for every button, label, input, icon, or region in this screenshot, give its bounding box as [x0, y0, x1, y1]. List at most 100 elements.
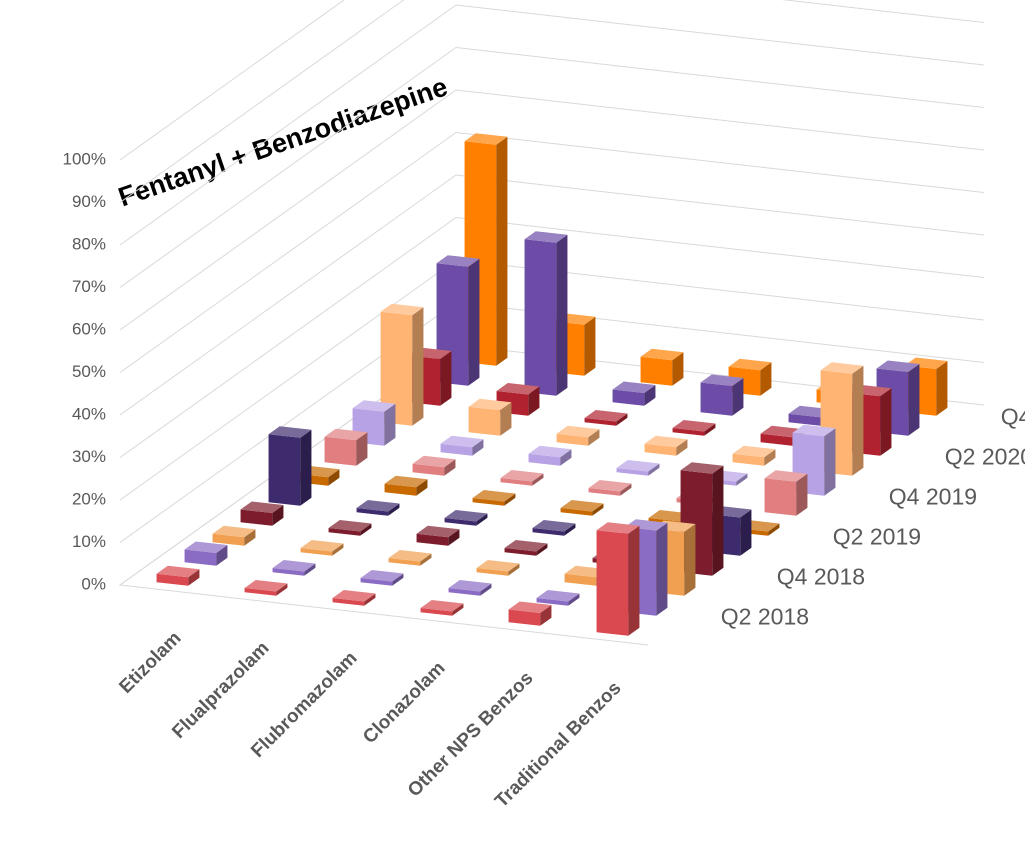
bar-front — [584, 417, 617, 426]
bar-side — [504, 493, 516, 506]
bar-top — [472, 489, 516, 502]
bar-front — [212, 533, 245, 546]
bar-top — [500, 469, 544, 482]
bar-front — [504, 547, 537, 556]
bar — [644, 435, 688, 456]
bar-front — [444, 517, 477, 526]
bar-side — [360, 523, 372, 536]
bar-top — [584, 409, 628, 422]
bar-side — [568, 593, 580, 606]
bar-top — [332, 589, 376, 602]
bar — [640, 348, 684, 386]
bar-top — [444, 509, 488, 522]
bar-front — [272, 567, 305, 576]
bar-side — [620, 483, 632, 496]
bar-top — [272, 559, 316, 572]
bar-top — [448, 579, 492, 592]
bar — [332, 589, 376, 606]
bar-front — [472, 497, 505, 506]
y-tick-label: 10% — [72, 532, 106, 551]
bar-front — [244, 587, 277, 596]
bar-side — [384, 403, 396, 446]
bar-side — [584, 316, 596, 376]
bar-front — [420, 607, 453, 616]
bar-front — [328, 527, 361, 536]
bar — [212, 525, 256, 546]
y-tick-label: 90% — [72, 192, 106, 211]
bar-side — [356, 432, 368, 466]
bar-front — [788, 413, 821, 426]
bar — [360, 569, 404, 586]
bar-front — [324, 436, 357, 466]
bar-top — [388, 549, 432, 562]
bar-top — [464, 133, 508, 145]
bar-side — [736, 473, 748, 486]
bar-side — [272, 505, 284, 526]
bar-top — [436, 255, 480, 267]
bar-top — [268, 426, 312, 438]
bar-top — [876, 360, 920, 373]
bar-side — [852, 365, 864, 476]
bar — [416, 525, 460, 546]
bar — [420, 599, 464, 616]
bar-front — [764, 478, 797, 516]
bar-top — [560, 499, 604, 512]
bar — [356, 499, 400, 516]
bar — [616, 459, 660, 476]
x-tick-label: Etizolam — [115, 628, 185, 698]
bar-front — [156, 573, 189, 586]
bar-side — [388, 503, 400, 516]
bar-top — [476, 559, 520, 572]
bar-front — [384, 483, 417, 496]
bar-side — [216, 545, 228, 566]
bar-front — [448, 587, 481, 596]
bar-side — [304, 563, 316, 576]
bar-front — [300, 547, 333, 556]
bar-side — [760, 362, 772, 396]
y-tick-label: 50% — [72, 362, 106, 381]
bar-top — [328, 519, 372, 532]
bar-side — [672, 352, 684, 386]
y-tick-label: 70% — [72, 277, 106, 296]
bar-side — [616, 413, 628, 426]
bar-side — [452, 603, 464, 616]
bar-side — [936, 361, 948, 416]
bar-front — [412, 463, 445, 476]
bar — [584, 409, 628, 426]
y-tick-label: 80% — [72, 234, 106, 253]
bar-top — [644, 435, 688, 448]
bar-side — [648, 463, 660, 476]
bar-top — [612, 381, 656, 394]
grid-line — [119, 174, 985, 416]
bar-front — [500, 477, 533, 486]
bar — [504, 539, 548, 556]
bar-side — [332, 543, 344, 556]
bar — [380, 303, 424, 426]
bar — [300, 539, 344, 556]
bar — [672, 419, 716, 436]
bar-side — [420, 553, 432, 566]
bar — [764, 470, 808, 516]
bar-front — [672, 427, 705, 436]
grid-line — [119, 0, 345, 161]
bar-side — [392, 573, 404, 586]
bar-front — [508, 609, 541, 626]
bar — [444, 509, 488, 526]
bar-side — [796, 473, 808, 516]
bar-front — [560, 507, 593, 516]
bar-top — [508, 601, 552, 614]
bar — [272, 559, 316, 576]
bar-side — [188, 569, 200, 586]
bar-top — [496, 382, 540, 395]
bar-side — [740, 509, 752, 556]
bar — [448, 579, 492, 596]
bar-side — [676, 439, 688, 456]
bar-front — [564, 573, 597, 586]
bar-top — [680, 462, 724, 474]
bar-front — [536, 597, 569, 606]
bar-front — [760, 433, 793, 446]
bar-side — [588, 429, 600, 446]
bar-top — [244, 579, 288, 592]
bar-front — [588, 487, 621, 496]
bar-front — [388, 557, 421, 566]
